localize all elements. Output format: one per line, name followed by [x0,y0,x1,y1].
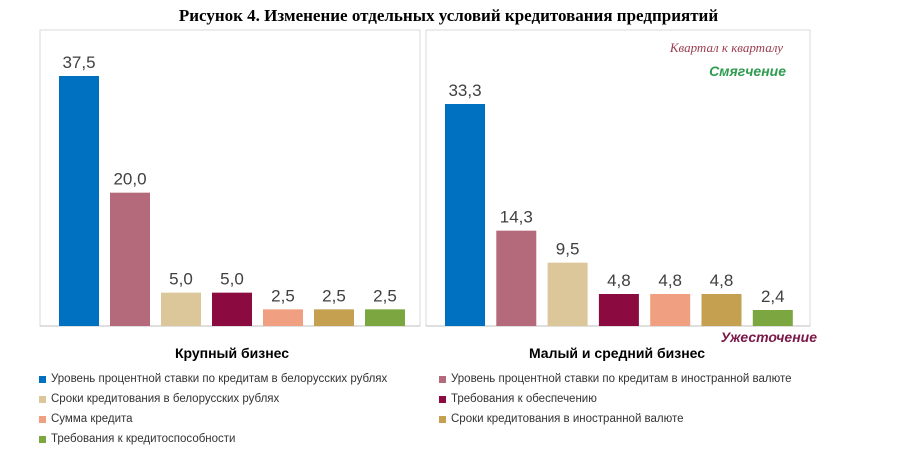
data-label: 20,0 [113,170,146,189]
data-label: 2,5 [373,286,397,305]
chart-title: Рисунок 4. Изменение отдельных условий к… [178,6,719,25]
bar [547,262,588,326]
panel-title: Крупный бизнес [175,345,289,361]
legend-label: Требования к обеспечению [451,393,597,405]
annotation-softening: Смягчение [709,63,786,79]
data-label: 2,5 [271,286,295,305]
data-label: 9,5 [556,240,580,259]
legend-swatch [39,375,46,383]
bar [650,294,691,326]
legend-swatch [439,415,446,423]
data-label: 33,3 [448,81,481,100]
data-label: 2,4 [761,287,785,306]
bar [110,192,150,326]
annotation-tightening: Ужесточение [721,329,817,345]
legend-swatch [439,395,446,403]
legend-item: Уровень процентной ставки по кредитам в … [39,373,387,385]
bar [365,309,405,326]
bar [701,294,742,326]
bar [598,294,639,326]
legend-item: Сроки кредитования в белорусских рублях [39,393,279,405]
legend-label: Сроки кредитования в иностранной валюте [451,413,684,425]
legend-item: Уровень процентной ставки по кредитам в … [439,373,792,385]
data-label: 4,8 [710,271,734,290]
legend-label: Сумма кредита [51,413,133,425]
bar [445,104,485,326]
legend-swatch [39,435,46,443]
panel: 33,3 14,3 9,5 4,8 4,8 4,8 2,4 Малый и средний б… [445,81,793,361]
legend-item: Сроки кредитования в иностранной валюте [439,413,684,425]
data-label: 4,8 [658,271,682,290]
legend-label: Сроки кредитования в белорусских рублях [51,393,280,405]
data-label: 5,0 [169,270,193,289]
legend-label: Уровень процентной ставки по кредитам в … [51,373,388,385]
data-label: 2,5 [322,286,346,305]
legend-swatch [439,375,446,383]
panel-title: Малый и средний бизнес [529,345,705,361]
bar [59,76,99,326]
annotation-period: Квартал к кварталу [669,40,783,55]
bar [263,309,303,326]
data-label: 14,3 [500,208,533,227]
legend-swatch [39,395,46,403]
legend-item: Требования к кредитоспособности [39,433,235,445]
legend-label: Требования к кредитоспособности [51,433,236,445]
panel: 37,5 20,0 5,0 5,0 2,5 2,5 2,5 Крупный бизнес [59,53,405,361]
bar [314,309,354,326]
data-label: 37,5 [62,53,95,72]
legend-label: Уровень процентной ставки по кредитам в … [451,373,792,385]
legend-item: Сумма кредита [39,413,133,425]
legend-swatch [39,415,46,423]
bar [212,292,252,326]
data-label: 4,8 [607,271,631,290]
data-label: 5,0 [220,270,244,289]
bar [161,292,201,326]
bar [496,230,537,326]
bar [752,310,793,326]
legend-item: Требования к обеспечению [439,393,597,405]
